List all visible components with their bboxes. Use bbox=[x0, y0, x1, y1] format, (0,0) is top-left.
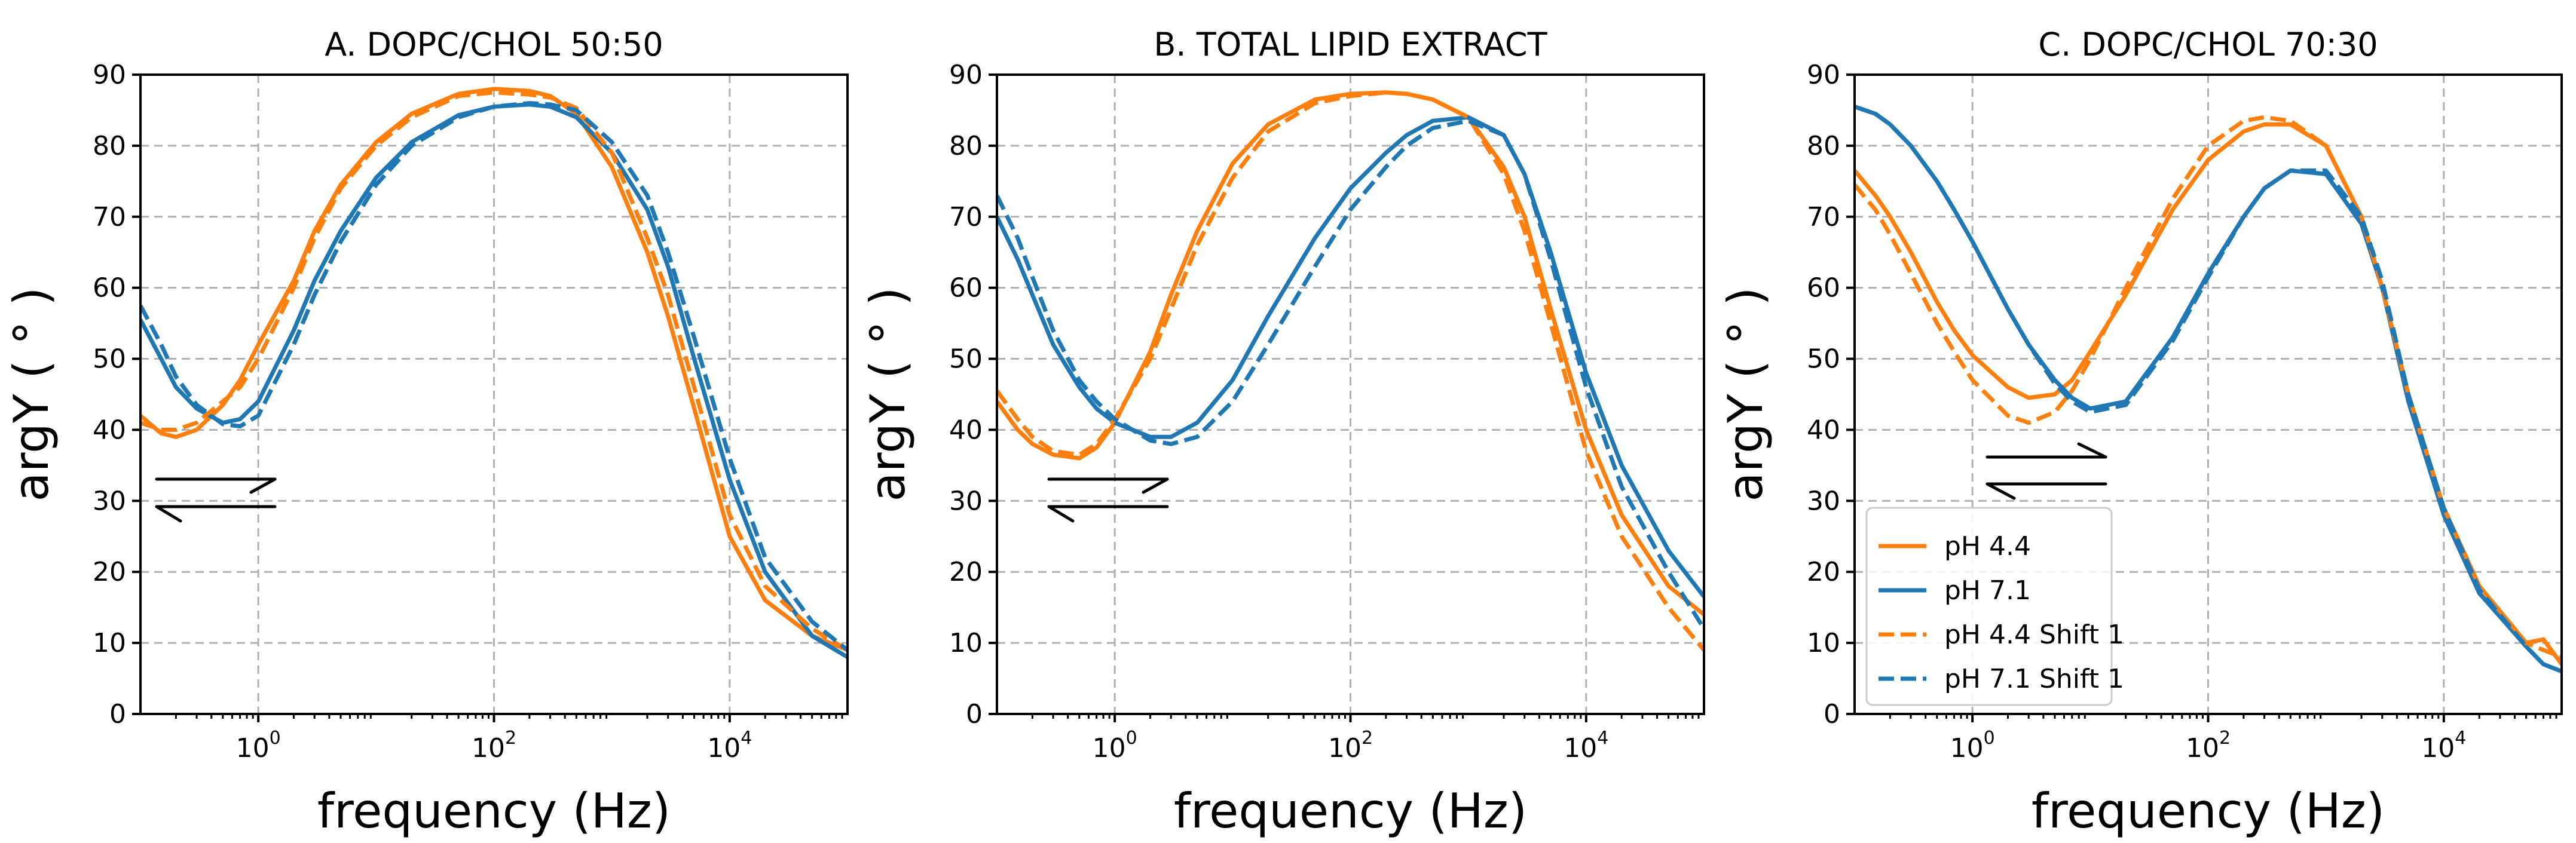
series-line-ph-7-1-shift-1 bbox=[140, 101, 848, 652]
y-tick-label: 20 bbox=[1807, 557, 1840, 587]
x-tick-label: 100 bbox=[1950, 728, 1995, 764]
y-tick-label: 50 bbox=[1807, 344, 1840, 375]
x-tick-label: 104 bbox=[2421, 728, 2466, 764]
y-tick-label: 60 bbox=[93, 273, 126, 304]
y-tick-label: 0 bbox=[109, 699, 126, 729]
y-tick-label: 70 bbox=[93, 202, 126, 232]
y-tick-label: 90 bbox=[93, 60, 126, 90]
y-axis-label: argY ( ° ) bbox=[860, 287, 916, 502]
legend-label: pH 7.1 bbox=[1944, 575, 2031, 606]
chart-title: A. DOPC/CHOL 50:50 bbox=[325, 26, 663, 63]
legend-label: pH 4.4 Shift 1 bbox=[1944, 620, 2124, 650]
y-tick-label: 20 bbox=[949, 557, 983, 587]
legend-box bbox=[1865, 507, 2113, 706]
x-axis-label: frequency (Hz) bbox=[317, 783, 671, 839]
chart-title: B. TOTAL LIPID EXTRACT bbox=[1154, 26, 1547, 63]
y-tick-label: 50 bbox=[949, 344, 983, 375]
x-tick-label: 104 bbox=[1564, 728, 1608, 764]
series-line-ph-7-1-shift-1 bbox=[997, 118, 1704, 630]
x-tick-label: 102 bbox=[2186, 728, 2231, 764]
y-tick-label: 40 bbox=[1807, 415, 1840, 445]
y-tick-label: 80 bbox=[93, 131, 126, 161]
x-tick-label: 102 bbox=[1328, 728, 1373, 764]
panel-3: 0 10 20 30 40 50 60 70 80 90 100 102 104 C. DOPC/CHOL… bbox=[1718, 26, 2563, 839]
y-tick-label: 10 bbox=[93, 628, 126, 658]
equilibrium-arrows bbox=[1985, 442, 2107, 500]
y-tick-label: 80 bbox=[949, 131, 983, 161]
y-tick-label: 90 bbox=[949, 60, 983, 90]
series-line-ph-4-4 bbox=[997, 90, 1704, 617]
y-tick-label: 30 bbox=[93, 486, 126, 516]
series-line-ph-4-4-shift-1 bbox=[997, 90, 1704, 652]
y-tick-label: 40 bbox=[949, 415, 983, 445]
equilibrium-arrows bbox=[1047, 477, 1169, 523]
y-tick-label: 60 bbox=[949, 273, 983, 304]
series-line-ph-4-4-shift-1 bbox=[140, 90, 848, 652]
series-group bbox=[1855, 105, 2562, 673]
y-tick-label: 0 bbox=[1824, 699, 1840, 729]
y-tick-label: 60 bbox=[1807, 273, 1840, 304]
x-tick-label: 100 bbox=[1093, 728, 1137, 764]
x-tick-label: 100 bbox=[236, 728, 281, 764]
y-tick-label: 10 bbox=[1807, 628, 1840, 658]
y-axis-label: argY ( ° ) bbox=[1718, 287, 1773, 502]
y-tick-label: 80 bbox=[1807, 131, 1840, 161]
y-tick-label: 50 bbox=[93, 344, 126, 375]
series-line-ph-7-1-shift-1 bbox=[1855, 105, 2562, 673]
y-tick-label: 40 bbox=[93, 415, 126, 445]
x-tick-label: 102 bbox=[472, 728, 516, 764]
equilibrium-arrows bbox=[155, 477, 277, 523]
legend-label: pH 4.4 bbox=[1944, 531, 2031, 562]
y-tick-label: 70 bbox=[1807, 202, 1840, 232]
y-tick-label: 90 bbox=[1807, 60, 1840, 90]
y-tick-label: 70 bbox=[949, 202, 983, 232]
y-tick-label: 20 bbox=[93, 557, 126, 587]
x-axis-label: frequency (Hz) bbox=[1174, 783, 1527, 839]
x-axis-label: frequency (Hz) bbox=[2032, 783, 2385, 839]
panel-2: 0 10 20 30 40 50 60 70 80 90 100 102 104 B. TOTAL LIP… bbox=[860, 26, 1705, 839]
series-line-ph-4-4 bbox=[140, 87, 848, 652]
y-tick-label: 0 bbox=[966, 699, 983, 729]
y-tick-label: 30 bbox=[1807, 486, 1840, 516]
legend: pH 4.4 pH 7.1 pH 4.4 Shift 1 pH 7.1 Shift 1 bbox=[1865, 507, 2124, 706]
series-group bbox=[997, 90, 1704, 652]
y-tick-label: 30 bbox=[949, 486, 983, 516]
x-tick-label: 104 bbox=[707, 728, 752, 764]
y-axis-label: argY ( ° ) bbox=[4, 287, 59, 502]
series-group bbox=[140, 87, 848, 659]
chart-title: C. DOPC/CHOL 70:30 bbox=[2038, 26, 2378, 63]
panel-1: 0 10 20 30 40 50 60 70 80 90 100 102 104 A. DOPC/CHOL… bbox=[4, 26, 849, 839]
y-tick-label: 10 bbox=[949, 628, 983, 658]
legend-label: pH 7.1 Shift 1 bbox=[1944, 664, 2124, 694]
